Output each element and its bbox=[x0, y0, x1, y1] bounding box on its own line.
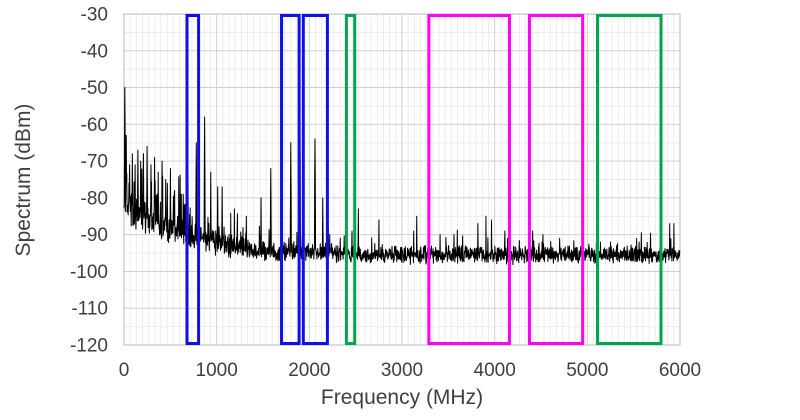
x-tick-label: 4000 bbox=[474, 360, 516, 381]
x-tick-label: 1000 bbox=[196, 360, 238, 381]
y-tick-label: -110 bbox=[71, 299, 108, 320]
spectrum-trace bbox=[123, 87, 681, 266]
major-gridlines bbox=[124, 14, 680, 345]
highlight-band-blue bbox=[280, 14, 301, 345]
x-tick-label: 2000 bbox=[288, 360, 330, 381]
y-axis-title: Spectrum (dBm) bbox=[12, 104, 35, 257]
y-tick-label: -100 bbox=[70, 262, 108, 283]
highlight-band-green bbox=[344, 14, 357, 345]
x-tick-label: 5000 bbox=[566, 360, 608, 381]
highlight-band-blue bbox=[301, 14, 329, 345]
highlight-band-blue bbox=[185, 14, 201, 345]
y-tick-label: -60 bbox=[81, 115, 108, 136]
y-tick-label: -70 bbox=[81, 152, 108, 173]
x-axis-tick-labels: 0 1000 2000 3000 4000 5000 6000 bbox=[119, 360, 701, 381]
y-tick-label: -80 bbox=[81, 188, 108, 209]
y-tick-label: -30 bbox=[81, 5, 108, 26]
y-tick-label: -40 bbox=[81, 41, 108, 62]
y-tick-label: -90 bbox=[81, 225, 108, 246]
y-axis-tick-labels: -30 -40 -50 -60 -70 -80 -90 -100 -110 -120 bbox=[70, 5, 108, 357]
x-tick-label: 6000 bbox=[659, 360, 701, 381]
y-tick-label: -120 bbox=[70, 336, 108, 357]
highlight-band-magenta bbox=[527, 14, 585, 345]
x-tick-label: 3000 bbox=[381, 360, 423, 381]
highlight-band-green bbox=[596, 14, 663, 345]
x-axis-title: Frequency (MHz) bbox=[321, 386, 483, 409]
highlight-band-magenta bbox=[427, 14, 511, 345]
x-tick-label: 0 bbox=[119, 360, 130, 381]
y-tick-label: -50 bbox=[81, 78, 108, 99]
highlight-bands-layer bbox=[185, 14, 663, 345]
